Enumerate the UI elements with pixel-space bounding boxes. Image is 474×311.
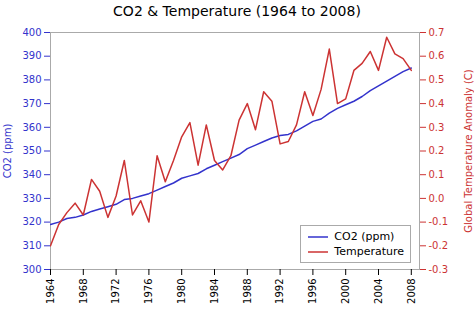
svg-text:0.1: 0.1 [429, 169, 445, 180]
svg-text:0.4: 0.4 [429, 98, 445, 109]
svg-text:-0.1: -0.1 [429, 216, 449, 227]
svg-text:2004: 2004 [373, 279, 384, 304]
svg-text:0.3: 0.3 [429, 122, 445, 133]
svg-text:310: 310 [22, 240, 41, 251]
svg-text:390: 390 [22, 50, 41, 61]
html-text:CO2 (ppm): CO2 (ppm) [334, 230, 395, 243]
svg-text:CO2 (ppm): CO2 (ppm) [2, 124, 13, 179]
svg-text:0.2: 0.2 [429, 145, 445, 156]
svg-text:1988: 1988 [242, 279, 253, 304]
svg-text:1984: 1984 [209, 279, 220, 304]
svg-text:340: 340 [22, 169, 41, 180]
svg-text:0.7: 0.7 [429, 27, 445, 38]
svg-text:Global Temperature Anomaly (C): Global Temperature Anomaly (C) [463, 69, 474, 233]
svg-text:1968: 1968 [78, 279, 89, 304]
svg-text:-0.3: -0.3 [429, 264, 449, 275]
svg-text:1972: 1972 [110, 279, 121, 304]
svg-text:330: 330 [22, 193, 41, 204]
svg-text:380: 380 [22, 74, 41, 85]
svg-text:320: 320 [22, 216, 41, 227]
svg-text:300: 300 [22, 264, 41, 275]
svg-text:0.6: 0.6 [429, 50, 445, 61]
svg-text:400: 400 [22, 27, 41, 38]
svg-text:2008: 2008 [406, 279, 417, 304]
svg-text:0.5: 0.5 [429, 74, 445, 85]
svg-text:-0.2: -0.2 [429, 240, 449, 251]
svg-text:360: 360 [22, 122, 41, 133]
svg-text:2000: 2000 [340, 279, 351, 304]
svg-text:1976: 1976 [143, 279, 154, 304]
svg-text:1996: 1996 [307, 279, 318, 304]
svg-text:0.0: 0.0 [429, 193, 445, 204]
html-text:CO2 & Temperature (1964 to 200: CO2 & Temperature (1964 to 2008) [113, 3, 361, 19]
svg-text:370: 370 [22, 98, 41, 109]
html-text:Temperature: Temperature [334, 245, 404, 258]
svg-text:1964: 1964 [45, 279, 56, 304]
svg-text:1992: 1992 [274, 279, 285, 304]
svg-text:350: 350 [22, 145, 41, 156]
svg-text:1980: 1980 [176, 279, 187, 304]
